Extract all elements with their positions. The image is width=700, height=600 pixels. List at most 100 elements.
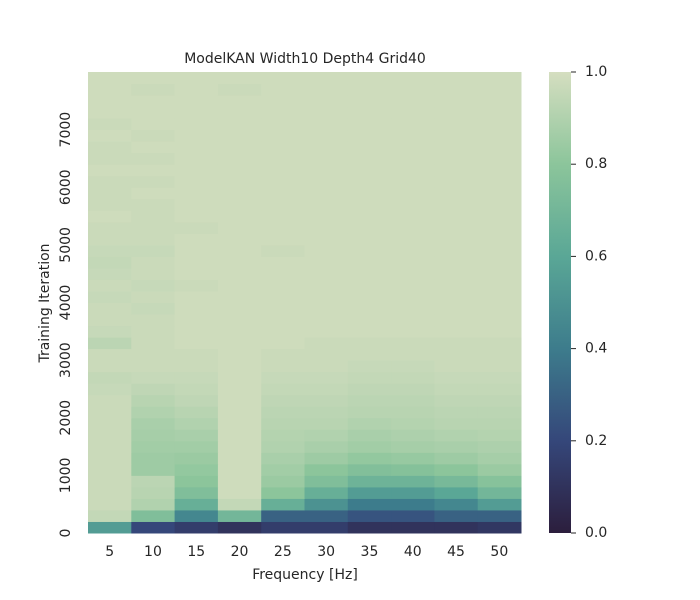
heatmap-cell: [347, 233, 392, 246]
heatmap-cell: [477, 325, 522, 338]
heatmap-cell: [131, 290, 176, 303]
heatmap-cell: [217, 244, 262, 257]
heatmap-cell: [261, 83, 305, 96]
heatmap-cell: [347, 325, 392, 338]
heatmap-cell: [347, 244, 392, 257]
heatmap-cell: [131, 267, 176, 280]
heatmap-cell: [174, 463, 219, 476]
heatmap-cell: [261, 314, 305, 327]
heatmap-cell: [174, 394, 219, 407]
heatmap-cell: [217, 187, 262, 200]
heatmap-cell: [391, 118, 435, 131]
heatmap-cell: [347, 314, 392, 327]
heatmap-cell: [174, 267, 219, 280]
heatmap-cell: [261, 360, 305, 373]
heatmap-cell: [131, 210, 176, 223]
heatmap-cell: [217, 106, 262, 119]
heatmap-cell: [217, 498, 262, 511]
heatmap-cell: [261, 244, 305, 257]
heatmap-cell: [131, 348, 176, 361]
heatmap-cell: [261, 521, 305, 534]
heatmap-cell: [434, 337, 479, 350]
heatmap-cell: [391, 498, 435, 511]
heatmap-cell: [88, 267, 132, 280]
heatmap-cell: [434, 394, 479, 407]
heatmap-cell: [88, 106, 132, 119]
heatmap-cell: [347, 106, 392, 119]
heatmap-cell: [88, 164, 132, 177]
heatmap-cell: [131, 256, 176, 269]
heatmap-cell: [477, 348, 522, 361]
heatmap-cell: [131, 279, 176, 292]
heatmap-cell: [217, 486, 262, 499]
heatmap-cell: [174, 279, 219, 292]
heatmap-cell: [217, 429, 262, 442]
heatmap-cell: [434, 509, 479, 522]
heatmap-cell: [477, 337, 522, 350]
heatmap-cell: [304, 325, 349, 338]
heatmap-cell: [217, 302, 262, 315]
heatmap-cell: [434, 406, 479, 419]
heatmap-cell: [131, 371, 176, 384]
heatmap-cell: [347, 463, 392, 476]
heatmap-cell: [304, 314, 349, 327]
heatmap-cell: [217, 72, 262, 85]
heatmap-cell: [261, 175, 305, 188]
heatmap-cell: [261, 509, 305, 522]
heatmap-cell: [217, 256, 262, 269]
heatmap-cell: [391, 279, 435, 292]
heatmap-cell: [304, 279, 349, 292]
heatmap-cell: [391, 302, 435, 315]
heatmap-cell: [217, 475, 262, 488]
heatmap-cell: [261, 129, 305, 142]
heatmap-cell: [217, 394, 262, 407]
heatmap-cell: [391, 440, 435, 453]
heatmap-cell: [477, 198, 522, 211]
heatmap-cell: [174, 95, 219, 108]
x-tick-label: 30: [317, 544, 335, 560]
heatmap-cell: [174, 129, 219, 142]
heatmap-cell: [304, 152, 349, 165]
heatmap-cell: [434, 348, 479, 361]
heatmap-cell: [217, 417, 262, 430]
colorbar-tick-label: 0.2: [585, 433, 607, 449]
heatmap-cell: [88, 314, 132, 327]
heatmap-cell: [88, 233, 132, 246]
heatmap-cell: [217, 314, 262, 327]
heatmap-cell: [391, 509, 435, 522]
heatmap-cell: [174, 498, 219, 511]
heatmap-cell: [131, 475, 176, 488]
heatmap-cell: [347, 452, 392, 465]
heatmap-cell: [304, 129, 349, 142]
heatmap-cell: [174, 371, 219, 384]
heatmap-cell: [174, 348, 219, 361]
heatmap-cell: [174, 290, 219, 303]
heatmap-cell: [391, 463, 435, 476]
heatmap-cell: [304, 509, 349, 522]
heatmap-cell: [391, 106, 435, 119]
heatmap-cell: [477, 164, 522, 177]
heatmap-cell: [477, 152, 522, 165]
heatmap-cell: [434, 475, 479, 488]
heatmap-cell: [477, 521, 522, 534]
heatmap-cell: [477, 302, 522, 315]
heatmap-cell: [347, 417, 392, 430]
heatmap-cell: [174, 429, 219, 442]
heatmap-cell: [304, 95, 349, 108]
heatmap-cell: [88, 417, 132, 430]
x-tick-label: 10: [144, 544, 162, 560]
heatmap-cell: [131, 95, 176, 108]
heatmap-cell: [261, 210, 305, 223]
heatmap-cell: [174, 360, 219, 373]
heatmap-cell: [477, 279, 522, 292]
heatmap-cell: [88, 429, 132, 442]
heatmap-cell: [261, 348, 305, 361]
heatmap-cell: [304, 164, 349, 177]
heatmap-cell: [88, 509, 132, 522]
heatmap-cell: [131, 244, 176, 257]
heatmap-cell: [261, 406, 305, 419]
heatmap-cell: [304, 383, 349, 396]
heatmap-cell: [261, 256, 305, 269]
heatmap-cell: [391, 221, 435, 234]
